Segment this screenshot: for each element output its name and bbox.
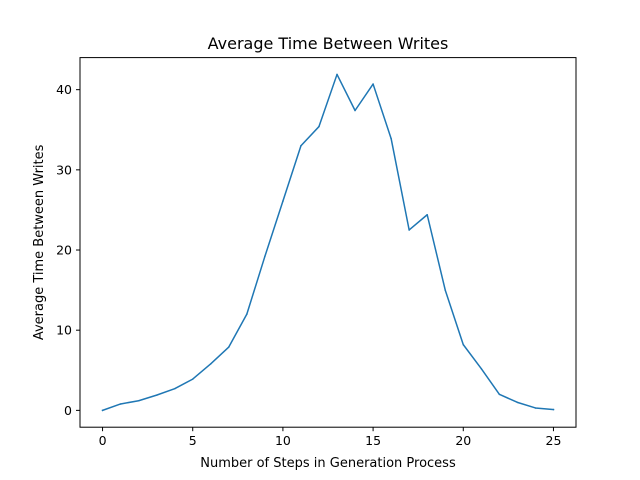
data-point [408, 229, 410, 231]
y-tick-label: 30 [56, 162, 72, 177]
data-point [318, 125, 320, 128]
data-point [282, 200, 284, 202]
data-point [372, 83, 374, 85]
x-tick-label: 20 [455, 433, 471, 448]
y-axis-label: Average Time Between Writes [32, 144, 47, 340]
data-point [462, 343, 465, 346]
x-tick-label: 25 [546, 433, 562, 448]
x-tick-label: 10 [275, 433, 291, 448]
data-point [354, 109, 356, 112]
plot-area [101, 73, 555, 412]
data-point [173, 387, 176, 390]
data-point [264, 255, 266, 258]
data-point [119, 403, 122, 405]
x-tick-label: 0 [99, 433, 107, 448]
x-tick-label: 15 [365, 433, 381, 448]
data-point [444, 289, 446, 291]
chart-title: Average Time Between Writes [208, 34, 449, 53]
data-point [155, 394, 158, 396]
data-point [228, 346, 230, 348]
data-point [480, 367, 483, 370]
data-point [336, 73, 338, 76]
data-point [552, 408, 555, 411]
data-point [534, 407, 537, 409]
data-point [101, 409, 104, 412]
x-tick-label: 5 [189, 433, 197, 448]
axis-ticks: 0 5 10 15 20 25 0 10 20 30 40 [56, 82, 561, 448]
data-point [191, 378, 194, 380]
data-point [246, 313, 248, 315]
data-point [300, 145, 302, 147]
y-tick-label: 20 [56, 243, 72, 258]
data-point [426, 213, 428, 216]
data-point [390, 137, 392, 140]
y-tick-label: 0 [64, 403, 72, 418]
data-point [210, 363, 212, 365]
series-line [101, 73, 555, 412]
y-tick-label: 40 [56, 82, 72, 97]
data-point [516, 401, 519, 404]
axes-frame [79, 57, 577, 428]
x-axis-label: Number of Steps in Generation Process [200, 456, 456, 471]
data-point [498, 393, 501, 396]
data-point [137, 399, 140, 402]
y-tick-label: 10 [56, 323, 72, 338]
